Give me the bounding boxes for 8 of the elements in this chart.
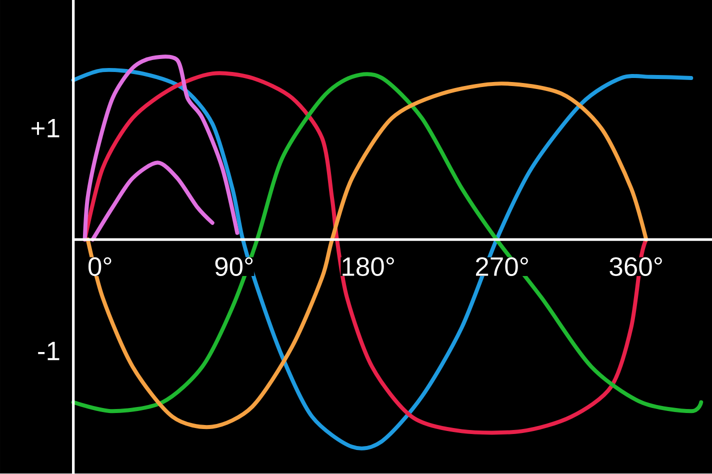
x-tick-label: 270° — [476, 257, 528, 276]
x-tick-label: 90° — [215, 257, 253, 276]
y-tick-label: -1 — [38, 342, 60, 360]
x-tick-label: 180° — [342, 257, 394, 276]
y-tick-label: +1 — [32, 119, 60, 138]
x-tick-label: 360° — [610, 257, 662, 276]
line-series — [90, 160, 214, 242]
x-tick-label: 0° — [88, 257, 112, 276]
